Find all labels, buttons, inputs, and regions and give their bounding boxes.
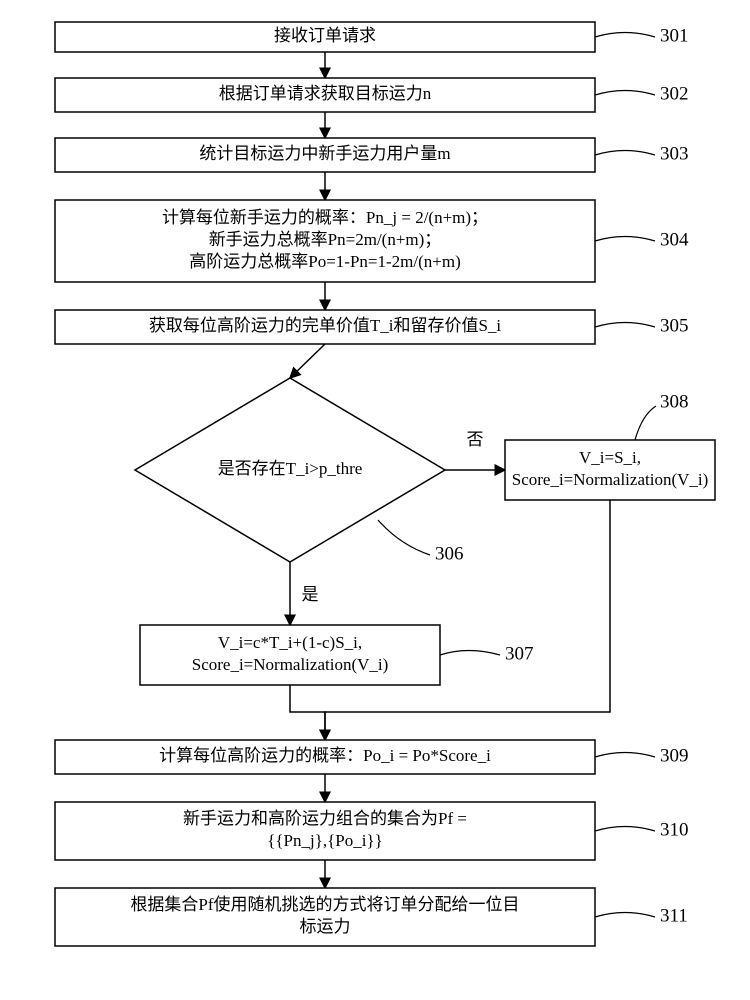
leader-l302: [595, 91, 655, 96]
svg-text:接收订单请求: 接收订单请求: [274, 26, 376, 45]
step-label-l310: 310: [660, 819, 689, 840]
node-n303: 统计目标运力中新手运力用户量m: [55, 138, 595, 172]
node-n310: 新手运力和高阶运力组合的集合为Pf = {{Pn_j},{Po_i}}: [55, 802, 595, 860]
step-label-l311: 311: [660, 905, 688, 926]
leader-l307: [440, 651, 500, 656]
svg-text:Score_i=Normalization(V_i): Score_i=Normalization(V_i): [512, 470, 709, 489]
leader-l304: [595, 237, 655, 242]
step-label-l301: 301: [660, 25, 689, 46]
step-label-l307: 307: [505, 643, 534, 664]
step-label-l306: 306: [435, 543, 464, 564]
edge-label-6: 否: [467, 430, 484, 449]
svg-text:统计目标运力中新手运力用户量m: 统计目标运力中新手运力用户量m: [199, 144, 450, 163]
svg-text:Score_i=Normalization(V_i): Score_i=Normalization(V_i): [192, 655, 389, 674]
svg-text:计算每位新手运力的概率：Pn_j = 2/(n+m)；: 计算每位新手运力的概率：Pn_j = 2/(n+m)；: [162, 208, 488, 227]
svg-text:获取每位高阶运力的完单价值T_i和留存价值S_i: 获取每位高阶运力的完单价值T_i和留存价值S_i: [149, 316, 502, 335]
step-label-l305: 305: [660, 315, 689, 336]
leader-l305: [595, 323, 655, 328]
leader-l308: [635, 406, 656, 440]
flowchart: 是 否 接收订单请求根据订单请求获取目标运力n 统计目标运力中新手运力用户量m 计算每…: [0, 0, 750, 1000]
svg-text:V_i=S_i,: V_i=S_i,: [579, 448, 641, 467]
step-label-l302: 302: [660, 83, 689, 104]
step-label-l309: 309: [660, 745, 689, 766]
leader-l310: [595, 827, 655, 832]
edge-4: [290, 344, 325, 378]
svg-text:V_i=c*T_i+(1-c)S_i,: V_i=c*T_i+(1-c)S_i,: [218, 633, 362, 652]
leader-l301: [595, 33, 655, 38]
node-n311: 根据集合Pf使用随机挑选的方式将订单分配给一位目标运力: [55, 888, 595, 946]
node-n307: V_i=c*T_i+(1-c)S_i, Score_i=Normalization…: [140, 625, 440, 685]
leader-l309: [595, 753, 655, 758]
node-n305: 获取每位高阶运力的完单价值T_i和留存价值S_i: [55, 310, 595, 344]
step-label-l308: 308: [660, 391, 689, 412]
node-n301: 接收订单请求: [55, 22, 595, 52]
svg-text:标运力: 标运力: [300, 917, 351, 936]
svg-text:计算每位高阶运力的概率：Po_i = Po*Score_: 计算每位高阶运力的概率：Po_i = Po*Score_i: [159, 746, 491, 765]
node-n302: 根据订单请求获取目标运力n: [55, 78, 595, 112]
step-label-l303: 303: [660, 143, 689, 164]
svg-text:根据集合Pf使用随机挑选的方式将订单分配给一位目: 根据集合Pf使用随机挑选的方式将订单分配给一位目: [130, 894, 519, 914]
svg-text:新手运力总概率Pn=2m/(n+m)；: 新手运力总概率Pn=2m/(n+m)；: [209, 230, 442, 249]
svg-text:是否存在T_i>p_thre: 是否存在T_i>p_thre: [218, 459, 363, 478]
node-n306: 是否存在T_i>p_thre: [135, 378, 445, 562]
edge-8: [325, 500, 610, 740]
step-label-l304: 304: [660, 229, 689, 250]
leader-l306: [378, 520, 430, 555]
edge-7: [290, 685, 325, 740]
svg-text:根据订单请求获取目标运力n: 根据订单请求获取目标运力n: [219, 84, 432, 103]
node-n304: 计算每位新手运力的概率：Pn_j = 2/(n+m)； 新手运力总概率Pn=2m/…: [55, 200, 595, 282]
node-n308: V_i=S_i, Score_i=Normalization(V_i): [505, 440, 715, 500]
edge-label-5: 是: [302, 585, 319, 604]
leader-l311: [595, 913, 655, 918]
node-n309: 计算每位高阶运力的概率：Po_i = Po*Score_i: [55, 740, 595, 774]
svg-text:{{Pn_j},{Po_i}}: {{Pn_j},{Po_i}}: [267, 831, 383, 850]
svg-text:新手运力和高阶运力组合的集合为Pf =: 新手运力和高阶运力组合的集合为Pf =: [183, 809, 467, 828]
leader-l303: [595, 151, 655, 156]
svg-text:高阶运力总概率Po=1-Pn=1-2m/(n+m): 高阶运力总概率Po=1-Pn=1-2m/(n+m): [189, 252, 461, 271]
